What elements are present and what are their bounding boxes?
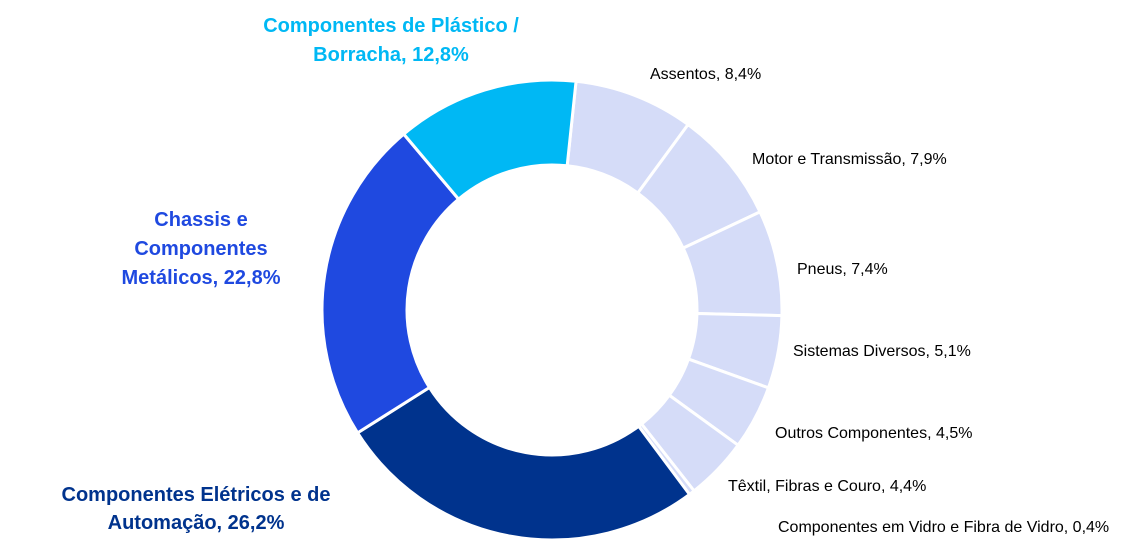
- label-line: Componentes de Plástico /: [263, 15, 519, 37]
- label-line: Borracha, 12,8%: [313, 44, 469, 66]
- donut-slice: [320, 132, 461, 435]
- data-label: Sistemas Diversos, 5,1%: [793, 343, 971, 360]
- label-line: Têxtil, Fibras e Couro, 4,4%: [728, 478, 926, 495]
- data-label: Motor e Transmissão, 7,9%: [752, 151, 947, 168]
- donut-slice: [401, 78, 578, 202]
- label-line: Componentes: [134, 238, 267, 260]
- label-line: Automação, 26,2%: [108, 512, 285, 534]
- data-label: Componentes em Vidro e Fibra de Vidro, 0…: [778, 519, 1109, 536]
- label-line: Motor e Transmissão, 7,9%: [752, 151, 947, 168]
- label-line: Chassis e: [154, 209, 247, 231]
- data-label: Chassis e Componentes Metálicos, 22,8%: [122, 209, 281, 289]
- data-label: Componentes Elétricos e de Automação, 26,…: [62, 484, 331, 534]
- label-line: Pneus, 7,4%: [797, 261, 888, 278]
- label-line: Outros Componentes, 4,5%: [775, 425, 972, 442]
- data-label: Assentos, 8,4%: [650, 66, 761, 83]
- label-line: Componentes em Vidro e Fibra de Vidro, 0…: [778, 519, 1109, 536]
- data-label: Pneus, 7,4%: [797, 261, 888, 278]
- data-label: Componentes de Plástico / Borracha, 12,8%: [263, 15, 519, 66]
- label-line: Metálicos, 22,8%: [122, 267, 281, 289]
- label-line: Sistemas Diversos, 5,1%: [793, 343, 971, 360]
- data-label: Outros Componentes, 4,5%: [775, 425, 972, 442]
- data-label: Têxtil, Fibras e Couro, 4,4%: [728, 478, 926, 495]
- label-line: Componentes Elétricos e de: [62, 484, 331, 506]
- donut-slice: [355, 385, 692, 539]
- label-line: Assentos, 8,4%: [650, 66, 761, 83]
